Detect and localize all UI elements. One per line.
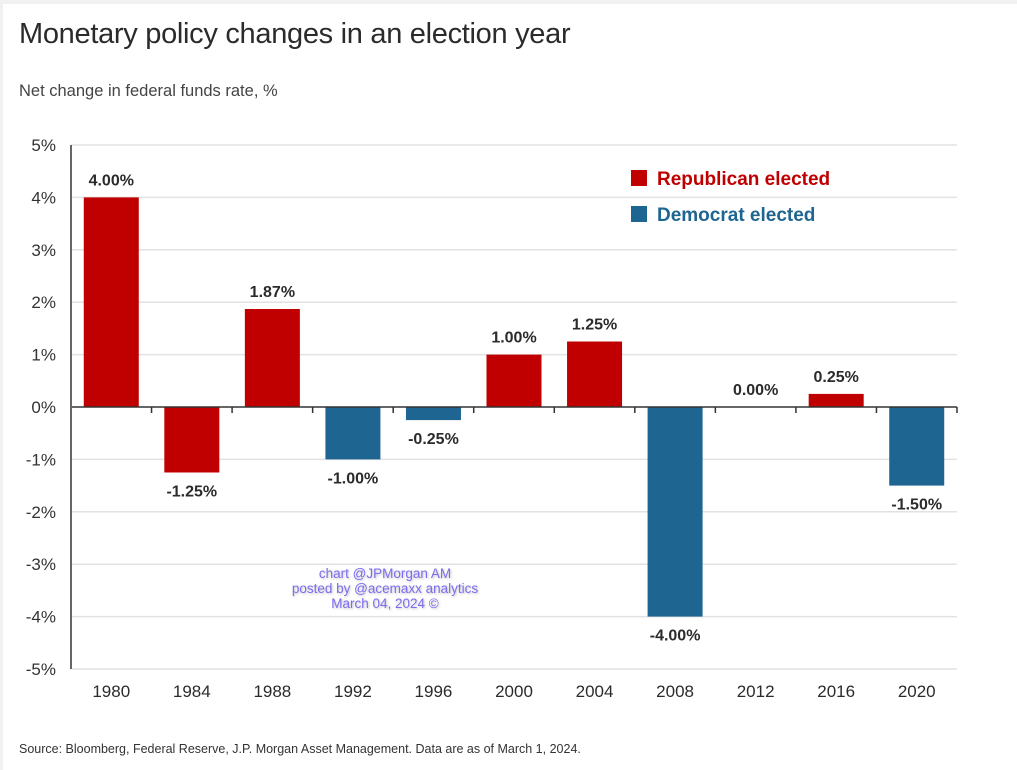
bar-2004	[567, 341, 623, 407]
x-tick-label: 2020	[898, 682, 936, 701]
watermark: chart @JPMorgan AM posted by @acemaxx an…	[260, 566, 510, 611]
data-label-1996: -0.25%	[408, 431, 459, 448]
data-label-1988: 1.87%	[250, 284, 295, 301]
data-label-2012: 0.00%	[733, 382, 778, 399]
x-tick-label: 2012	[737, 682, 775, 701]
y-tick-label: 3%	[31, 241, 56, 260]
data-labels: 4.00% -1.25% 1.87% -1.00% -0.25% 1.00% 1.25% -4…	[89, 172, 942, 644]
chart-title: Monetary policy changes in an election y…	[19, 18, 571, 50]
x-tick-label: 1992	[334, 682, 372, 701]
chart-subtitle: Net change in federal funds rate, %	[19, 82, 278, 100]
y-tick-label: 4%	[31, 188, 56, 207]
legend-label-0: Republican elected	[657, 169, 830, 190]
bars	[83, 197, 945, 617]
data-label-2016: 0.25%	[813, 369, 858, 386]
y-tick-label: -4%	[26, 608, 56, 627]
watermark-line-2: posted by @acemaxx analytics	[291, 581, 479, 596]
data-label-1984: -1.25%	[166, 484, 217, 501]
bar-1996	[405, 407, 461, 421]
x-tick-label: 2008	[656, 682, 694, 701]
bar-1992	[325, 407, 381, 460]
x-tick-label: 1984	[173, 682, 211, 701]
y-tick-label: 2%	[31, 293, 56, 312]
x-tick-label: 1996	[415, 682, 453, 701]
bar-1988	[244, 309, 300, 407]
x-tick-label: 2016	[817, 682, 855, 701]
data-label-2004: 1.25%	[572, 317, 617, 334]
data-label-2020: -1.50%	[891, 497, 942, 514]
bar-2008	[647, 407, 703, 617]
bar-2000	[486, 354, 542, 407]
x-tick-label: 1980	[92, 682, 130, 701]
bar-2016	[808, 393, 864, 407]
bar-1984	[164, 407, 220, 473]
x-axis	[71, 406, 958, 413]
bar-2020	[889, 407, 945, 486]
x-axis-tick-labels: 1980 1984 1988 1992 1996 2000 2004 2008 2012 2016…	[92, 682, 935, 701]
x-tick-label: 2004	[576, 682, 614, 701]
source-note: Source: Bloomberg, Federal Reserve, J.P.…	[19, 742, 581, 756]
data-label-2000: 1.00%	[491, 330, 536, 347]
data-label-1992: -1.00%	[328, 470, 379, 487]
y-tick-label: -5%	[26, 660, 56, 679]
y-tick-label: 5%	[31, 136, 56, 155]
x-tick-label: 1988	[253, 682, 291, 701]
y-tick-label: 1%	[31, 346, 56, 365]
legend-swatch-0	[631, 170, 647, 186]
y-axis-tick-labels: 5% 4% 3% 2% 1% 0% -1% -2% -3% -4% -5%	[26, 136, 56, 679]
bar-1980	[83, 197, 139, 407]
watermark-line-3: March 04, 2024 ©	[331, 596, 439, 611]
y-tick-label: -3%	[26, 555, 56, 574]
y-tick-label: 0%	[31, 398, 56, 417]
data-label-1980: 4.00%	[89, 172, 134, 189]
legend-label-1: Democrat elected	[657, 205, 815, 226]
data-label-2008: -4.00%	[650, 628, 701, 645]
y-tick-label: -1%	[26, 450, 56, 469]
y-tick-label: -2%	[26, 503, 56, 522]
legend: Republican elected Democrat elected	[631, 169, 830, 226]
watermark-line-1: chart @JPMorgan AM	[318, 566, 452, 581]
legend-swatch-1	[631, 206, 647, 222]
x-tick-label: 2000	[495, 682, 533, 701]
